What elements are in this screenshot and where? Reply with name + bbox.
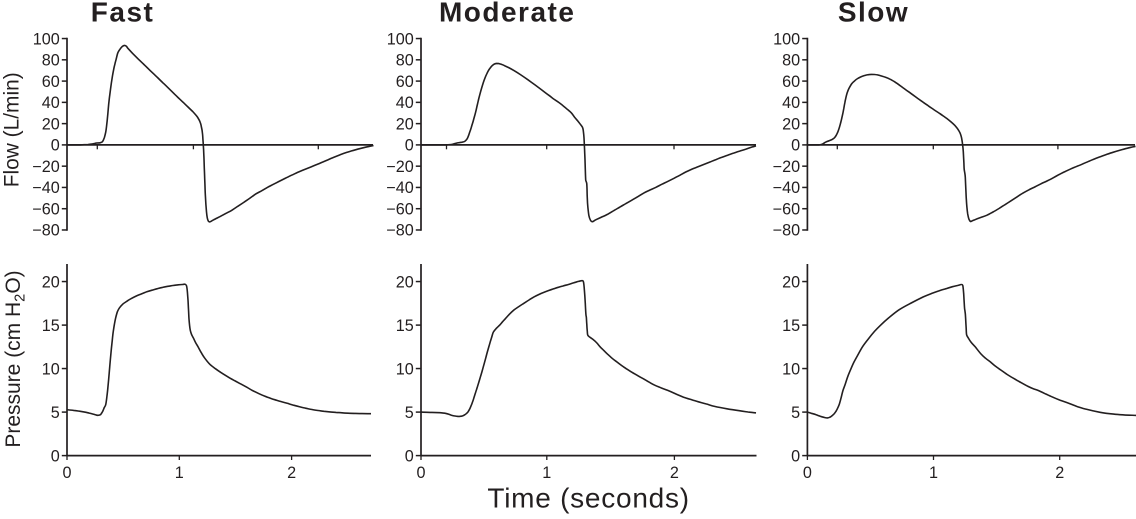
svg-text:2: 2 (1055, 464, 1064, 482)
svg-text:−60: −60 (773, 200, 800, 218)
svg-text:40: 40 (782, 94, 800, 112)
svg-text:1: 1 (929, 464, 938, 482)
svg-text:5: 5 (791, 404, 800, 422)
svg-text:20: 20 (42, 273, 60, 291)
svg-text:0: 0 (405, 447, 414, 465)
svg-text:100: 100 (773, 30, 800, 48)
svg-text:Fast: Fast (91, 0, 155, 27)
svg-text:40: 40 (396, 94, 414, 112)
svg-text:1: 1 (175, 464, 184, 482)
svg-text:−20: −20 (32, 158, 59, 176)
svg-text:Time (seconds): Time (seconds) (487, 482, 689, 513)
svg-text:Slow: Slow (838, 0, 909, 27)
svg-text:−80: −80 (32, 222, 59, 240)
svg-text:60: 60 (782, 73, 800, 91)
svg-text:0: 0 (791, 137, 800, 155)
svg-text:5: 5 (405, 404, 414, 422)
svg-text:20: 20 (782, 273, 800, 291)
svg-text:−40: −40 (386, 179, 413, 197)
svg-text:15: 15 (42, 317, 60, 335)
svg-text:1: 1 (542, 464, 551, 482)
svg-text:100: 100 (33, 30, 60, 48)
svg-text:10: 10 (42, 360, 60, 378)
svg-text:80: 80 (42, 52, 60, 70)
svg-text:10: 10 (396, 360, 414, 378)
svg-text:−40: −40 (773, 179, 800, 197)
svg-text:80: 80 (782, 52, 800, 70)
svg-text:15: 15 (396, 317, 414, 335)
svg-text:20: 20 (396, 273, 414, 291)
svg-text:0: 0 (62, 464, 71, 482)
svg-text:20: 20 (396, 115, 414, 133)
svg-text:−20: −20 (773, 158, 800, 176)
svg-text:2: 2 (670, 464, 679, 482)
svg-text:20: 20 (42, 115, 60, 133)
svg-text:0: 0 (405, 137, 414, 155)
svg-text:20: 20 (782, 115, 800, 133)
svg-text:80: 80 (396, 52, 414, 70)
svg-text:60: 60 (42, 73, 60, 91)
svg-text:−80: −80 (386, 222, 413, 240)
svg-text:5: 5 (51, 404, 60, 422)
svg-text:−40: −40 (32, 179, 59, 197)
svg-text:−20: −20 (386, 158, 413, 176)
svg-text:15: 15 (782, 317, 800, 335)
svg-text:0: 0 (791, 447, 800, 465)
svg-text:2: 2 (287, 464, 296, 482)
svg-text:60: 60 (396, 73, 414, 91)
svg-text:Moderate: Moderate (439, 0, 575, 27)
svg-text:100: 100 (387, 30, 414, 48)
svg-text:Flow (L/min): Flow (L/min) (1, 72, 24, 187)
svg-text:0: 0 (416, 464, 425, 482)
svg-text:−80: −80 (773, 222, 800, 240)
svg-text:−60: −60 (386, 200, 413, 218)
svg-text:0: 0 (803, 464, 812, 482)
svg-text:0: 0 (51, 137, 60, 155)
svg-text:40: 40 (42, 94, 60, 112)
svg-text:0: 0 (51, 447, 60, 465)
svg-text:10: 10 (782, 360, 800, 378)
svg-text:−60: −60 (32, 200, 59, 218)
